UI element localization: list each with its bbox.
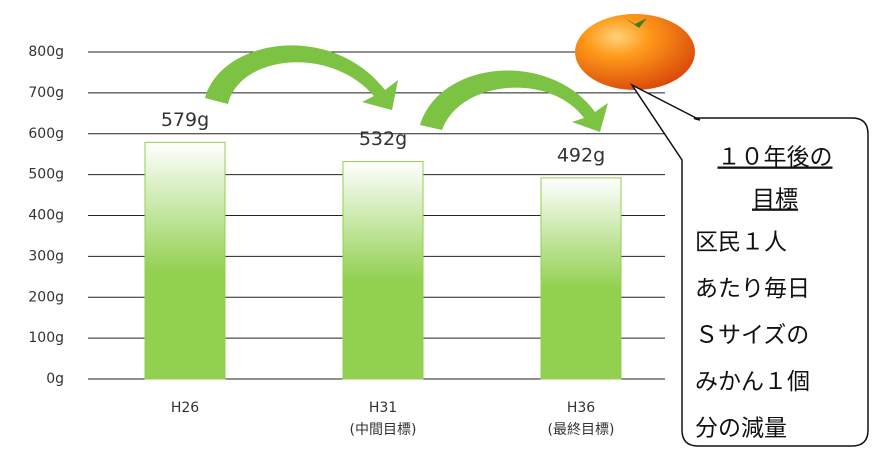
callout-heading: 目標 [752, 187, 798, 213]
y-tick-label: 0g [46, 371, 64, 387]
value-label: 579g [161, 109, 209, 131]
value-label: 492g [557, 144, 605, 166]
x-tick-label: H26 [171, 400, 199, 416]
callout-heading: １０年後の [718, 145, 833, 171]
orange-leaf [625, 18, 647, 28]
y-tick-label: 800g [28, 44, 64, 60]
y-tick-label: 300g [28, 248, 64, 264]
bar [540, 177, 622, 380]
bar [342, 161, 424, 380]
callout-text: Ｓサイズの [695, 323, 809, 349]
x-tick-label: H36 (最終目標) [548, 400, 615, 438]
x-tick-label: H31 (中間目標) [350, 400, 417, 438]
orange-icon [575, 14, 695, 90]
callout-text: 区民１人 [695, 230, 787, 256]
value-label: 532g [359, 128, 407, 150]
callout-text: みかん１個 [695, 369, 810, 395]
y-tick-label: 200g [28, 289, 64, 305]
callout-text: 分の減量 [695, 416, 787, 442]
y-tick-label: 600g [28, 126, 64, 142]
y-tick-label: 500g [28, 167, 64, 183]
y-tick-label: 700g [28, 85, 64, 101]
y-tick-label: 100g [28, 330, 64, 346]
arrow [205, 45, 398, 110]
callout-box [629, 83, 869, 447]
bar [144, 141, 226, 380]
arrow [420, 70, 608, 132]
y-tick-label: 400g [28, 208, 64, 224]
callout-text: あたり毎日 [695, 276, 810, 302]
